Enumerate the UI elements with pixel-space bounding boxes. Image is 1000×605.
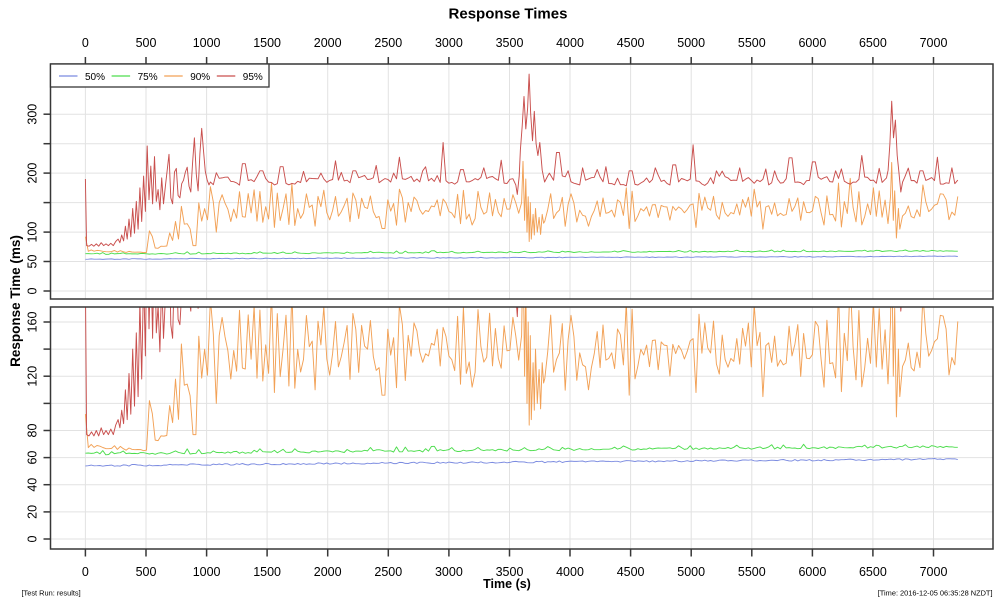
svg-text:2500: 2500 bbox=[374, 36, 402, 50]
svg-text:7000: 7000 bbox=[920, 565, 948, 579]
svg-text:0: 0 bbox=[82, 565, 89, 579]
svg-text:2000: 2000 bbox=[314, 36, 342, 50]
svg-text:500: 500 bbox=[136, 36, 157, 50]
svg-text:1000: 1000 bbox=[193, 565, 221, 579]
svg-text:4500: 4500 bbox=[617, 36, 645, 50]
svg-text:1500: 1500 bbox=[253, 565, 281, 579]
svg-text:6000: 6000 bbox=[798, 36, 826, 50]
svg-text:4000: 4000 bbox=[556, 565, 584, 579]
svg-text:6500: 6500 bbox=[859, 36, 887, 50]
svg-text:500: 500 bbox=[136, 565, 157, 579]
svg-text:50: 50 bbox=[26, 255, 40, 269]
svg-text:Response Time (ms): Response Time (ms) bbox=[8, 235, 23, 367]
svg-text:[Time: 2016-12-05 06:35:28 NZD: [Time: 2016-12-05 06:35:28 NZDT] bbox=[878, 589, 993, 598]
svg-text:300: 300 bbox=[26, 104, 40, 125]
svg-text:100: 100 bbox=[26, 222, 40, 243]
svg-text:2500: 2500 bbox=[374, 565, 402, 579]
svg-text:0: 0 bbox=[26, 287, 40, 294]
svg-text:5500: 5500 bbox=[738, 565, 766, 579]
svg-text:60: 60 bbox=[26, 451, 40, 465]
svg-text:90%: 90% bbox=[190, 72, 210, 83]
svg-text:80: 80 bbox=[26, 424, 40, 438]
svg-text:Response Times: Response Times bbox=[449, 6, 568, 23]
svg-text:1000: 1000 bbox=[193, 36, 221, 50]
svg-text:6500: 6500 bbox=[859, 565, 887, 579]
svg-text:95%: 95% bbox=[243, 72, 263, 83]
svg-text:0: 0 bbox=[82, 36, 89, 50]
svg-text:5000: 5000 bbox=[677, 36, 705, 50]
svg-text:5000: 5000 bbox=[677, 565, 705, 579]
svg-text:6000: 6000 bbox=[798, 565, 826, 579]
svg-text:2000: 2000 bbox=[314, 565, 342, 579]
svg-text:1500: 1500 bbox=[253, 36, 281, 50]
svg-text:120: 120 bbox=[26, 366, 40, 387]
svg-text:7000: 7000 bbox=[920, 36, 948, 50]
svg-text:4000: 4000 bbox=[556, 36, 584, 50]
svg-text:[Test Run: results]: [Test Run: results] bbox=[22, 589, 81, 598]
svg-text:200: 200 bbox=[26, 163, 40, 184]
svg-text:3500: 3500 bbox=[496, 36, 524, 50]
svg-text:20: 20 bbox=[26, 505, 40, 519]
svg-text:0: 0 bbox=[26, 535, 40, 542]
svg-text:3000: 3000 bbox=[435, 36, 463, 50]
svg-text:50%: 50% bbox=[85, 72, 105, 83]
svg-text:5500: 5500 bbox=[738, 36, 766, 50]
svg-text:75%: 75% bbox=[138, 72, 158, 83]
svg-text:Time (s): Time (s) bbox=[483, 577, 531, 591]
svg-text:40: 40 bbox=[26, 478, 40, 492]
svg-text:3000: 3000 bbox=[435, 565, 463, 579]
svg-text:4500: 4500 bbox=[617, 565, 645, 579]
svg-text:160: 160 bbox=[26, 312, 40, 333]
svg-text:3500: 3500 bbox=[496, 565, 524, 579]
